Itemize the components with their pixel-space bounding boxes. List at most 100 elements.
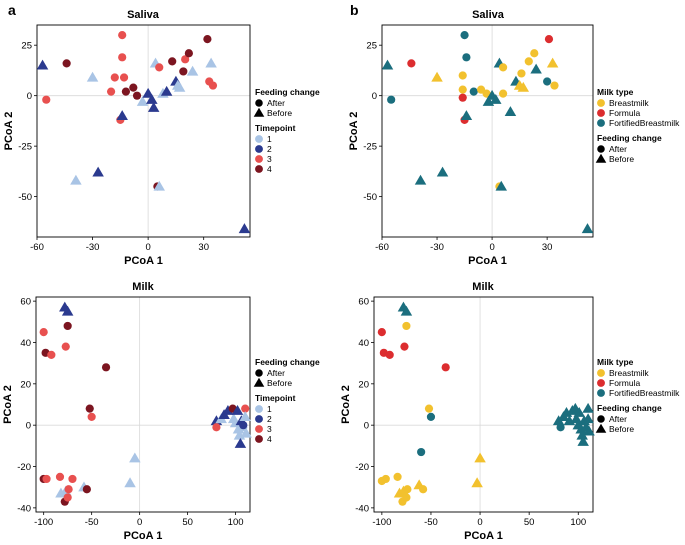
data-point-circle bbox=[530, 49, 539, 58]
data-point-circle bbox=[208, 81, 218, 90]
data-point-triangle bbox=[222, 404, 234, 415]
data-point-triangle bbox=[205, 57, 217, 68]
data-point-circle bbox=[524, 57, 533, 66]
legend-item-label: FortifiedBreastmilk bbox=[609, 388, 680, 398]
plot-title: Milk bbox=[132, 281, 154, 293]
y-tick-label: 20 bbox=[20, 379, 31, 390]
y-tick-label: 25 bbox=[366, 41, 377, 52]
data-point-circle bbox=[377, 328, 386, 337]
y-axis-title: PCoA 2 bbox=[348, 112, 360, 151]
data-point-circle bbox=[82, 485, 91, 494]
data-point-circle bbox=[68, 474, 77, 484]
data-point-triangle bbox=[546, 57, 559, 68]
data-point-circle bbox=[400, 342, 409, 351]
data-point-circle bbox=[212, 423, 221, 432]
x-tick-label: 50 bbox=[524, 517, 535, 528]
data-point-circle bbox=[544, 35, 554, 44]
saliva-plot-timepoint: Saliva -60 -30 0 30 -50 -25 0 25 PCoA 1 PCoA 2 bbox=[3, 9, 251, 267]
data-point-circle bbox=[424, 404, 434, 413]
data-point-circle bbox=[168, 57, 177, 66]
data-point-circle bbox=[61, 342, 70, 351]
legend-title-feeding-change: Feeding change bbox=[597, 133, 662, 143]
legend-item-label: 4 bbox=[267, 434, 272, 444]
legend-triangle-icon bbox=[595, 423, 607, 433]
data-point-circle bbox=[458, 71, 467, 80]
data-point-circle bbox=[426, 412, 436, 422]
plot-title: Saliva bbox=[472, 9, 505, 21]
data-point-circle bbox=[118, 53, 127, 62]
legend-item-label: 2 bbox=[267, 414, 272, 424]
data-point-triangle bbox=[530, 63, 542, 74]
legend-item-label: After bbox=[267, 98, 285, 108]
x-tick-label: -100 bbox=[34, 517, 53, 528]
data-point-circle bbox=[155, 63, 164, 72]
data-point-circle bbox=[39, 328, 48, 337]
plot-frame bbox=[373, 296, 594, 513]
saliva-plot-milk-type: Saliva -60 -30 0 30 -50 -25 0 25 PCoA 1 PCoA 2 bbox=[348, 9, 594, 267]
data-point-circle bbox=[482, 89, 491, 98]
x-tick-label: 0 bbox=[489, 242, 494, 253]
data-point-triangle bbox=[381, 59, 394, 70]
data-point-triangle bbox=[153, 180, 165, 191]
legend-item-label: 3 bbox=[267, 154, 272, 164]
data-point-circle bbox=[460, 30, 469, 40]
data-point-circle bbox=[101, 363, 111, 372]
data-point-triangle bbox=[583, 425, 595, 436]
legend-color-swatch bbox=[255, 415, 263, 423]
data-point-circle bbox=[458, 93, 467, 102]
x-tick-label: 0 bbox=[145, 242, 150, 253]
data-point-circle bbox=[241, 404, 250, 413]
x-tick-label: -60 bbox=[30, 242, 44, 253]
x-tick-label: -60 bbox=[375, 242, 389, 253]
legend-color-swatch bbox=[597, 379, 605, 387]
data-point-triangle bbox=[239, 411, 251, 422]
data-point-circle bbox=[63, 321, 72, 331]
data-point-circle bbox=[417, 447, 426, 457]
data-point-circle bbox=[469, 87, 478, 96]
legend-color-swatch bbox=[255, 405, 263, 413]
panel-label-a: a bbox=[8, 2, 16, 18]
data-point-triangle bbox=[234, 438, 247, 448]
legend-color-swatch bbox=[597, 389, 605, 397]
legend-title-timepoint: Timepoint bbox=[255, 393, 296, 403]
legend-saliva-milk-type: Milk typeBreastmilkFormulaFortifiedBreas… bbox=[595, 87, 680, 164]
data-point-triangle bbox=[577, 435, 589, 446]
data-point-circle bbox=[64, 485, 73, 494]
legend-color-swatch bbox=[255, 155, 263, 163]
y-axis-title: PCoA 2 bbox=[2, 385, 14, 424]
data-point-triangle bbox=[70, 174, 82, 185]
data-point-triangle bbox=[116, 110, 128, 120]
data-point-circle bbox=[203, 35, 212, 44]
y-tick-label: -50 bbox=[18, 192, 32, 203]
legend-item-label: Before bbox=[609, 424, 634, 434]
data-point-triangle bbox=[146, 93, 158, 104]
data-point-circle bbox=[42, 474, 51, 484]
data-point-triangle bbox=[160, 85, 173, 96]
data-point-circle bbox=[517, 69, 526, 78]
data-point-triangle bbox=[582, 402, 594, 413]
y-tick-label: 60 bbox=[20, 297, 31, 308]
data-point-circle bbox=[462, 53, 471, 62]
data-point-circle bbox=[458, 85, 467, 94]
y-tick-label: 0 bbox=[26, 421, 31, 432]
data-point-triangle bbox=[240, 427, 252, 438]
legend-title-milk-type: Milk type bbox=[597, 357, 634, 367]
data-point-circle bbox=[543, 77, 552, 86]
data-point-triangle bbox=[581, 223, 594, 234]
data-point-circle bbox=[63, 493, 72, 502]
x-axis-title: PCoA 1 bbox=[468, 255, 507, 267]
legend-item-label: Formula bbox=[609, 378, 640, 388]
legend-item-label: Before bbox=[267, 108, 292, 118]
legend-circle-icon bbox=[597, 145, 605, 153]
data-point-circle bbox=[393, 472, 402, 481]
data-point-circle bbox=[239, 421, 248, 430]
data-point-triangle bbox=[471, 477, 483, 488]
data-point-circle bbox=[498, 63, 508, 72]
y-tick-label: 40 bbox=[20, 338, 31, 349]
data-point-triangle bbox=[147, 102, 160, 112]
data-point-circle bbox=[181, 55, 190, 64]
legend-circle-icon bbox=[255, 99, 263, 107]
plot-title: Milk bbox=[472, 281, 494, 293]
